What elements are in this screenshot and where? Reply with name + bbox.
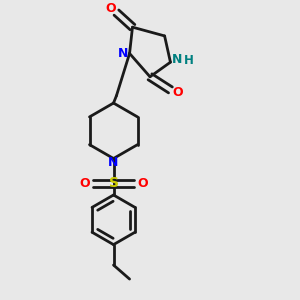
- Text: O: O: [105, 2, 116, 15]
- Text: H: H: [184, 54, 194, 67]
- Text: S: S: [109, 176, 118, 190]
- Text: O: O: [137, 177, 148, 190]
- Text: N: N: [108, 155, 119, 169]
- Text: N: N: [172, 53, 182, 66]
- Text: N: N: [118, 47, 128, 60]
- Text: O: O: [172, 86, 183, 99]
- Text: O: O: [79, 177, 90, 190]
